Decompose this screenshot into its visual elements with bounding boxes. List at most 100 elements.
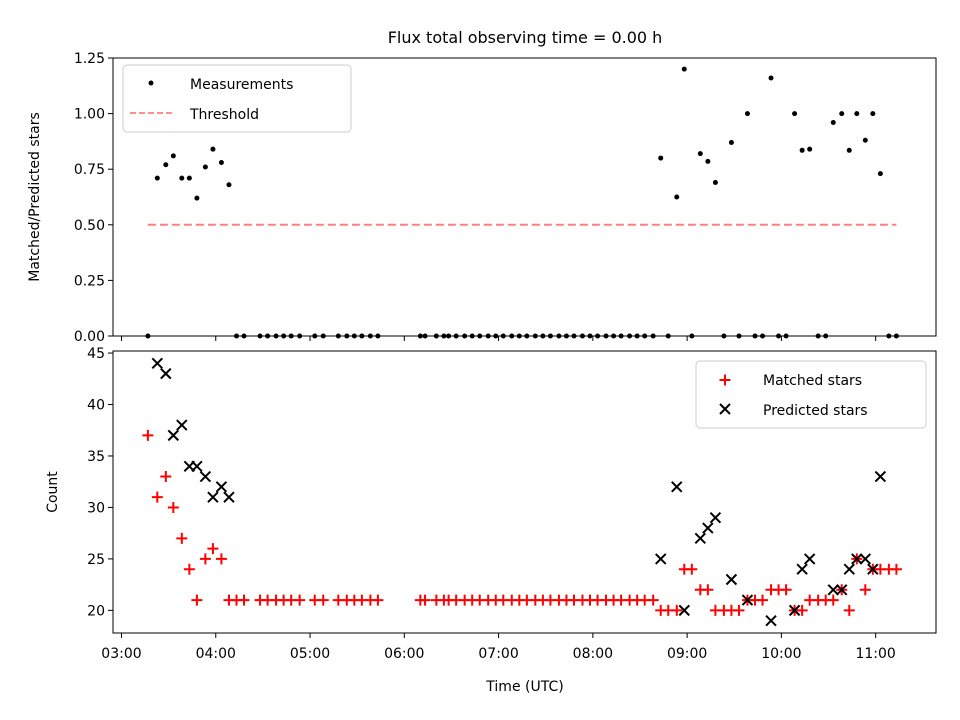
predicted-star-point [827,584,839,596]
count-y-axis-label: Count [45,471,61,513]
measurement-point [697,151,703,157]
measurement-point [830,119,836,125]
predicted-star-point [874,470,887,483]
measurement-point [870,111,876,117]
predicted-star-point [836,584,848,596]
count-series-layer [142,357,902,627]
predicted-star-point [796,563,808,575]
predicted-star-point [191,460,203,472]
measurement-point [712,180,718,186]
measurement-point [792,111,798,117]
predicted-star-point [694,532,707,545]
count-x-tick-label: 08:00 [573,646,613,662]
predicted-star-point [176,419,188,431]
matched-star-point [733,604,745,616]
ratio-y-axis-label: Matched/Predicted stars [27,112,43,282]
matched-star-point [796,604,808,616]
predicted-star-point [843,563,855,575]
count-y-tick-label: 25 [87,552,105,568]
ratio-panel: Flux total observing time = 0.00 h 0.000… [27,28,937,345]
count-y-tick-label: 20 [87,603,105,619]
count-x-tick-label: 03:00 [101,646,141,662]
measurement-point [744,111,750,117]
predicted-star-point [859,553,872,565]
predicted-star-point [167,429,180,442]
legend-matched-marker [719,374,731,386]
count-x-tick-label: 09:00 [667,646,707,662]
measurement-point [877,171,883,177]
measurement-point [154,175,160,181]
measurement-point [705,158,711,164]
ratio-legend: Measurements Threshold [122,64,352,133]
predicted-star-point [702,522,714,534]
measurement-point [674,194,680,200]
predicted-star-point [867,563,879,575]
legend-measurements-marker [148,80,154,86]
count-x-tick-label: 07:00 [478,646,518,662]
measurement-point [218,160,224,166]
matched-star-point [142,429,154,441]
count-legend-box [695,360,927,429]
predicted-star-point [788,604,801,617]
predicted-star-point [851,553,863,565]
measurement-point [839,111,845,117]
predicted-star-point [671,481,683,493]
matched-star-point [827,594,839,606]
matched-star-point [780,584,792,596]
predicted-star-point [741,594,754,606]
legend-measurements-label: Measurements [190,77,293,93]
count-y-tick-label: 45 [87,346,105,362]
ratio-y-tick-label: 0.75 [74,162,105,178]
predicted-star-point [655,553,667,565]
ratio-y-tick-label: 0.00 [74,329,105,345]
ratio-y-axis: 0.00 0.25 0.50 0.75 1.00 1.25 [74,51,113,345]
count-y-tick-label: 40 [87,398,105,414]
predicted-star-point [151,357,164,370]
count-y-axis: 20 25 30 35 40 45 [87,346,113,619]
predicted-star-point [223,491,235,503]
count-x-axis-label: Time (UTC) [485,679,563,695]
measurement-point [807,146,813,152]
predicted-star-point [803,553,816,565]
predicted-star-point [215,481,228,493]
matched-star-point [160,471,172,483]
matched-star-point [702,584,714,596]
count-y-tick-label: 35 [87,449,105,465]
predicted-star-point [709,512,722,524]
measurement-point [226,182,232,188]
matched-star-point [238,594,250,606]
measurement-point [210,146,216,152]
measurement-point [163,162,169,168]
count-panel: 20 25 30 35 40 45 03:00 04:00 05:00 06:00 07:00 08… [45,346,937,695]
measurement-point [854,111,860,117]
predicted-star-point [199,470,212,483]
ratio-axes-frame [112,57,937,337]
ratio-y-tick-label: 1.25 [74,51,105,67]
count-x-tick-label: 10:00 [761,646,801,662]
measurement-point [202,164,208,170]
count-axes-frame [112,350,937,634]
measurement-point [681,66,687,72]
matched-star-point [215,553,227,565]
measurement-point [846,147,852,153]
matched-star-point [419,594,431,606]
legend-predicted-label: Predicted stars [763,403,868,419]
measurement-point [862,137,868,143]
legend-predicted-marker [719,403,731,415]
matched-star-point [890,563,902,575]
count-y-tick-label: 30 [87,500,105,516]
predicted-star-point [160,367,172,380]
measurement-point [170,153,176,159]
count-x-axis: 03:00 04:00 05:00 06:00 07:00 08:00 09:00 10:00… [101,633,896,662]
predicted-star-point [725,573,738,586]
measurement-point [768,75,774,81]
matched-star-point [843,604,855,616]
matched-star-point [207,543,219,555]
matched-star-point [757,594,769,606]
matched-star-point [191,594,203,606]
matched-star-point [686,563,698,575]
chart-title: Flux total observing time = 0.00 h [388,28,663,47]
matched-star-point [199,553,211,565]
measurement-point [658,155,664,161]
